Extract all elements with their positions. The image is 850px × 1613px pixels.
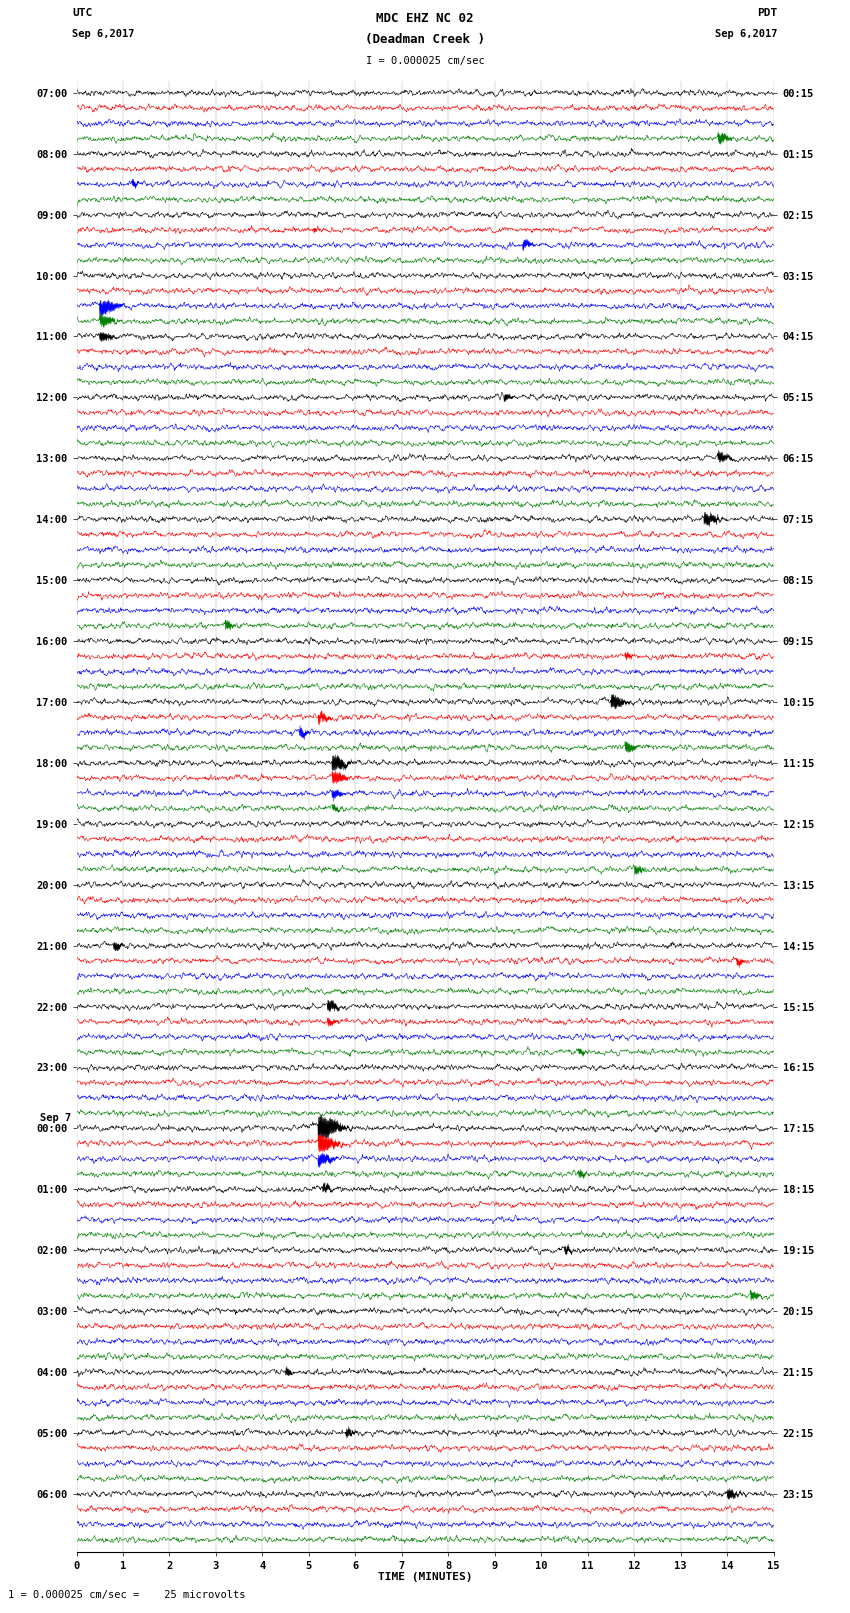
Text: UTC: UTC bbox=[72, 8, 93, 18]
Text: PDT: PDT bbox=[757, 8, 778, 18]
Text: (Deadman Creek ): (Deadman Creek ) bbox=[365, 32, 485, 47]
Text: Sep 6,2017: Sep 6,2017 bbox=[715, 29, 778, 39]
Text: I = 0.000025 cm/sec: I = 0.000025 cm/sec bbox=[366, 56, 484, 66]
Text: Sep 7: Sep 7 bbox=[40, 1113, 71, 1123]
Text: 1 = 0.000025 cm/sec =    25 microvolts: 1 = 0.000025 cm/sec = 25 microvolts bbox=[8, 1590, 246, 1600]
Text: Sep 6,2017: Sep 6,2017 bbox=[72, 29, 135, 39]
X-axis label: TIME (MINUTES): TIME (MINUTES) bbox=[377, 1573, 473, 1582]
Text: MDC EHZ NC 02: MDC EHZ NC 02 bbox=[377, 11, 473, 26]
